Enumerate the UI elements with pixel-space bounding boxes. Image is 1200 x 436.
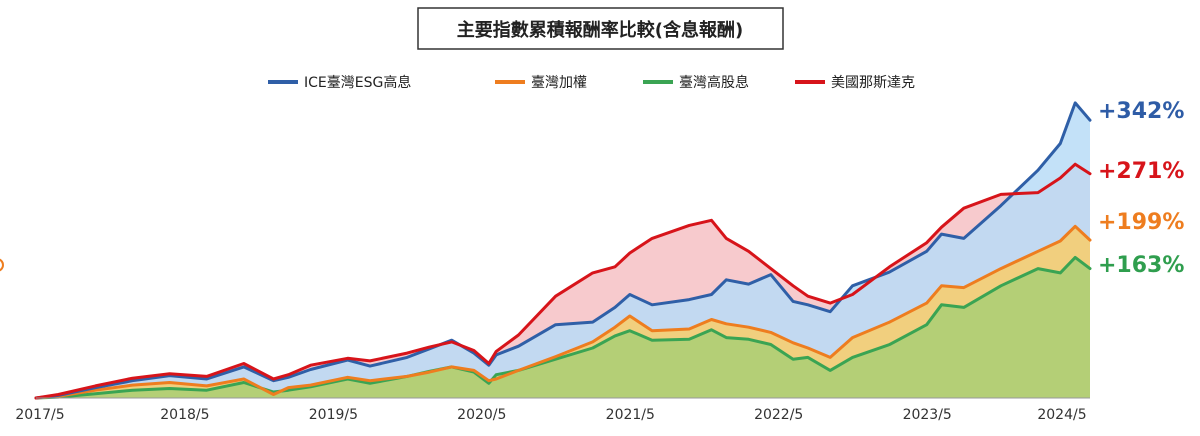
- x-tick-label: 2020/5: [457, 407, 506, 423]
- end-labels: +342% +271% +199% +163%: [1098, 99, 1184, 278]
- chart-title: 主要指數累積報酬率比較(含息報酬): [417, 7, 784, 50]
- end-label-high-dividend: +163%: [1098, 253, 1184, 278]
- chart-title-box: [417, 7, 784, 50]
- edge-marker-icon: [0, 258, 4, 272]
- legend-label-high-dividend: 臺灣高股息: [679, 74, 749, 91]
- legend: ICE臺灣ESG高息 臺灣加權 臺灣高股息 美國那斯達克: [268, 74, 915, 91]
- line-nasdaq: [34, 162, 1092, 400]
- x-tick-label: 2019/5: [309, 407, 358, 423]
- legend-item-high-dividend: 臺灣高股息: [643, 74, 749, 91]
- area-esg: [36, 102, 1090, 399]
- area-high-dividend: [36, 257, 1090, 398]
- x-tick-label: 2024/5: [1037, 407, 1086, 423]
- plot-areas: [36, 102, 1090, 399]
- end-label-esg: +342%: [1098, 99, 1184, 124]
- legend-label-esg: ICE臺灣ESG高息: [304, 74, 411, 91]
- x-tick-label: 2018/5: [160, 407, 209, 423]
- legend-item-nasdaq: 美國那斯達克: [795, 75, 915, 91]
- line-esg: [34, 101, 1092, 400]
- legend-item-taiex: 臺灣加權: [495, 75, 587, 91]
- legend-label-nasdaq: 美國那斯達克: [831, 75, 915, 91]
- end-label-nasdaq: +271%: [1098, 159, 1184, 184]
- line-taiex: [34, 224, 1092, 400]
- x-tick-label: 2023/5: [903, 407, 952, 423]
- plot-lines: [34, 101, 1092, 400]
- chart-title-text: 主要指數累積報酬率比較(含息報酬): [457, 19, 743, 41]
- end-label-taiex: +199%: [1098, 210, 1184, 235]
- legend-label-taiex: 臺灣加權: [531, 75, 587, 91]
- legend-item-esg: ICE臺灣ESG高息: [268, 74, 411, 91]
- x-tick-label: 2022/5: [754, 407, 803, 423]
- x-tick-label: 2021/5: [606, 407, 655, 423]
- x-axis-ticks: 2017/5 2018/5 2019/5 2020/5 2021/5 2022/…: [15, 407, 1086, 423]
- x-tick-label: 2017/5: [15, 407, 64, 423]
